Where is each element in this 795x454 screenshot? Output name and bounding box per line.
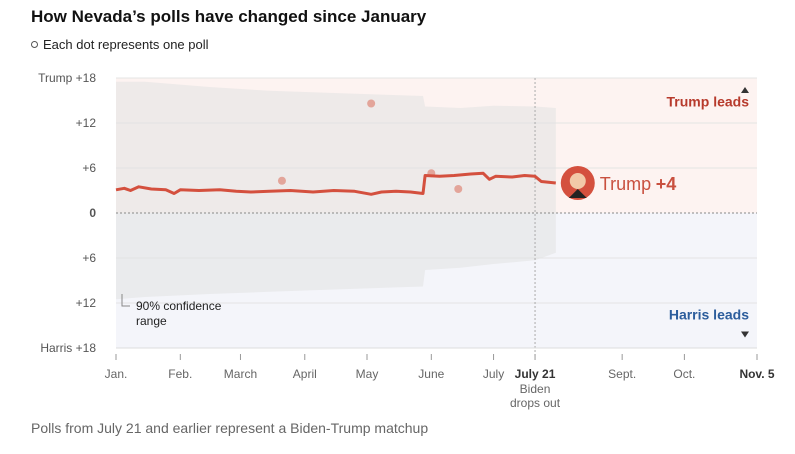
- x-tick-label: Nov. 5: [739, 367, 774, 381]
- confidence-label: 90% confidence: [136, 299, 222, 313]
- up-arrow-icon: [741, 87, 749, 93]
- candidate-suit: [568, 189, 587, 198]
- x-tick-label: Sept.: [608, 367, 636, 381]
- poll-dot: [454, 185, 463, 193]
- x-tick-label: Jan.: [105, 367, 128, 381]
- x-tick-label: June: [418, 367, 444, 381]
- event-label: Biden: [520, 382, 551, 396]
- harris-leads-label: Harris leads: [669, 307, 749, 323]
- poll-dot-legend-icon: [31, 41, 38, 48]
- y-tick-label: +6: [82, 251, 96, 265]
- chart-title: How Nevada’s polls have changed since Ja…: [31, 7, 427, 26]
- y-tick-label: Trump +18: [38, 71, 96, 85]
- x-tick-label: Oct.: [673, 367, 695, 381]
- current-leader-name: Trump: [600, 174, 651, 194]
- legend-text: Each dot represents one poll: [43, 37, 209, 52]
- y-tick-label: +12: [76, 116, 97, 130]
- y-tick-label: +12: [76, 296, 97, 310]
- poll-dot: [367, 99, 376, 108]
- polling-average-line: [115, 171, 556, 196]
- current-margin: +4: [656, 174, 677, 194]
- x-tick-label: March: [224, 367, 257, 381]
- x-tick-label: Feb.: [168, 367, 192, 381]
- x-tick-label: July 21: [515, 367, 556, 381]
- x-tick-label: May: [356, 367, 379, 381]
- y-tick-label: 0: [89, 206, 96, 220]
- confidence-bracket: [121, 294, 130, 307]
- confidence-label: range: [136, 314, 167, 328]
- trump-leads-label: Trump leads: [667, 94, 750, 110]
- x-tick-label: April: [293, 367, 317, 381]
- x-tick-label: July: [483, 367, 504, 381]
- event-label: drops out: [510, 396, 561, 410]
- y-tick-label: +6: [82, 161, 96, 175]
- chart-footnote: Polls from July 21 and earlier represent…: [31, 420, 429, 436]
- poll-dot: [277, 176, 286, 185]
- chart-legend: Each dot represents one poll: [31, 37, 209, 52]
- down-arrow-icon: [741, 331, 749, 338]
- y-tick-label: Harris +18: [40, 341, 96, 355]
- candidate-face: [569, 173, 586, 189]
